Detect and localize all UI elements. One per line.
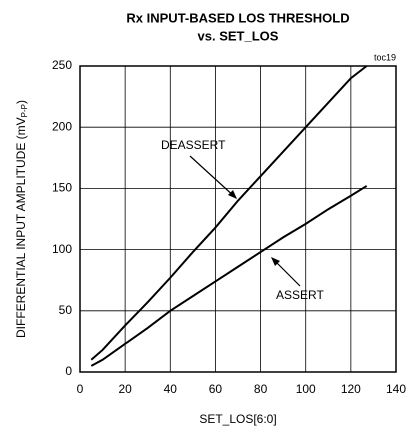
series-label: DEASSERT — [161, 138, 226, 152]
x-tick-label: 120 — [341, 382, 361, 396]
arrow-head — [228, 190, 237, 199]
x-axis-label: SET_LOS[6:0] — [199, 412, 276, 426]
chart-title: Rx INPUT-BASED LOS THRESHOLD — [126, 10, 349, 25]
y-tick-label: 100 — [52, 242, 72, 256]
series-label: ASSERT — [276, 288, 324, 302]
y-label-text: DIFFERENTIAL INPUT AMPLITUDE (mV — [14, 117, 28, 338]
x-tick-label: 140 — [386, 382, 406, 396]
y-tick-label: 0 — [65, 364, 72, 378]
y-axis-label: DIFFERENTIAL INPUT AMPLITUDE (mVP-P) — [14, 100, 29, 338]
x-tick-label: 0 — [77, 382, 84, 396]
arrow-head — [271, 257, 280, 266]
y-tick-label: 200 — [52, 119, 72, 133]
x-tick-label: 40 — [164, 382, 178, 396]
y-tick-label: 250 — [52, 58, 72, 72]
pointer-arrow — [189, 155, 237, 199]
y-tick-label: 150 — [52, 181, 72, 195]
y-label-tail: ) — [14, 100, 28, 104]
x-tick-label: 60 — [209, 382, 223, 396]
x-tick-label: 100 — [296, 382, 316, 396]
y-tick-label: 50 — [59, 303, 73, 317]
x-tick-label: 80 — [254, 382, 268, 396]
y-label-sub: P-P — [20, 104, 29, 117]
chart-subtitle: vs. SET_LOS — [198, 28, 279, 43]
plot-frame — [79, 65, 397, 373]
data-line — [90, 65, 368, 361]
data-line — [90, 185, 368, 367]
x-tick-label: 20 — [118, 382, 132, 396]
figure-code: toc19 — [374, 52, 396, 62]
